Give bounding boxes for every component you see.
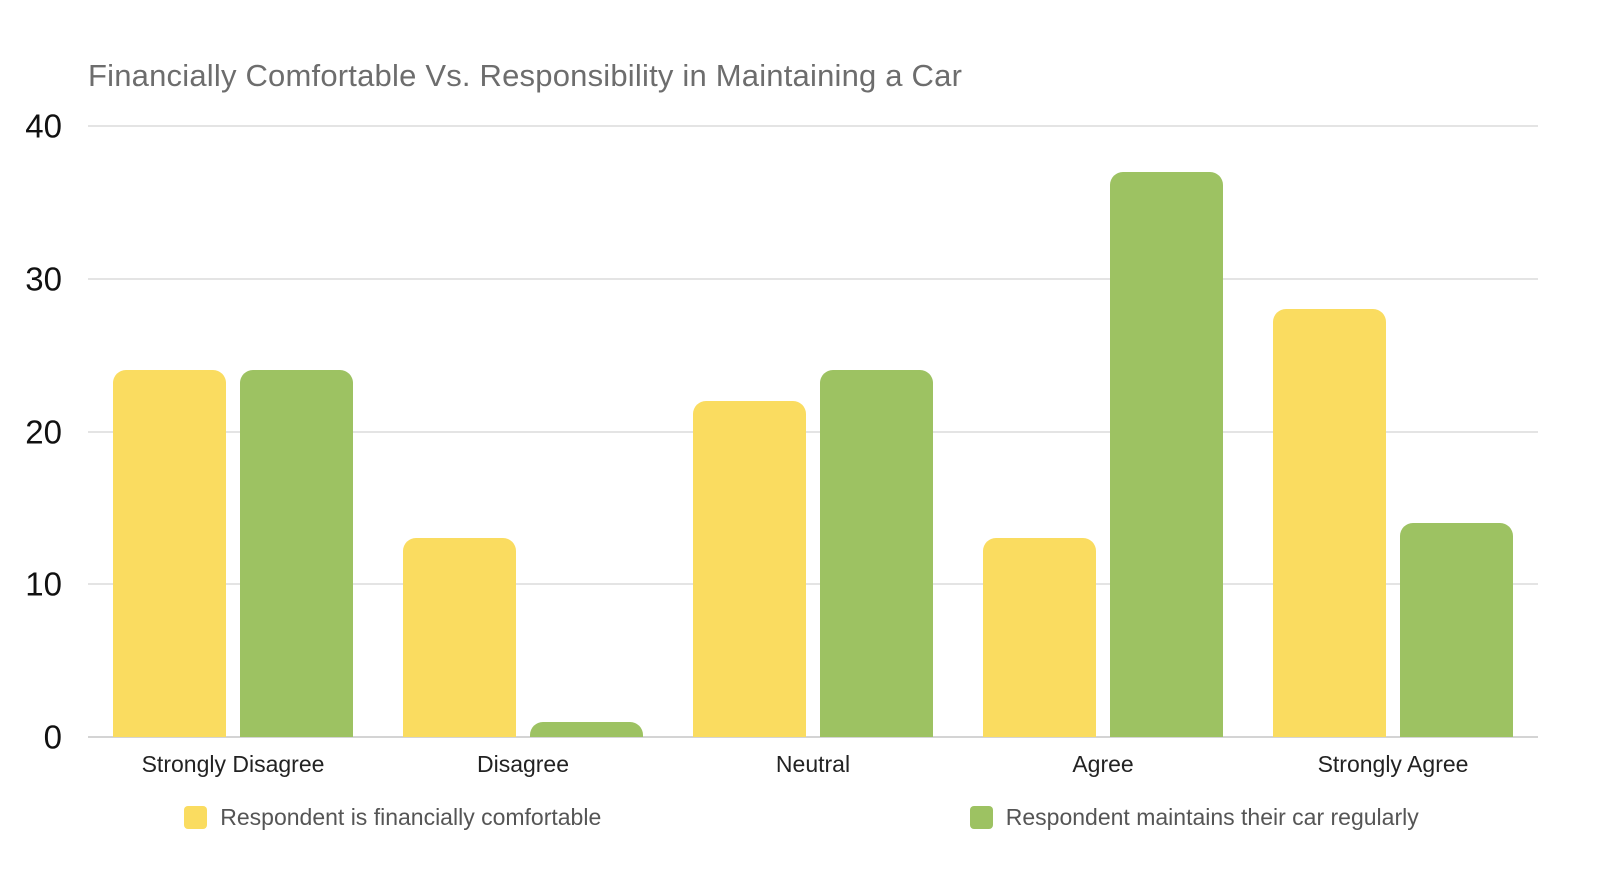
legend: Respondent is financially comfortable Res… xyxy=(0,804,1603,831)
legend-label-0: Respondent is financially comfortable xyxy=(220,804,602,830)
y-tick-label-10: 10 xyxy=(25,565,62,603)
legend-item-1: Respondent maintains their car regularly xyxy=(969,804,1419,831)
y-tick-label-20: 20 xyxy=(25,413,62,450)
y-tick-label-30: 30 xyxy=(25,260,62,298)
legend-swatch-icon xyxy=(969,806,993,829)
bar-series0-3 xyxy=(983,538,1096,737)
grid-line-30 xyxy=(88,277,1538,280)
legend-label-1: Respondent maintains their car regularly xyxy=(1005,804,1419,830)
x-axis-label-1: Disagree xyxy=(476,751,570,777)
bar-series0-0 xyxy=(113,370,226,737)
bar-group-0 xyxy=(88,126,378,737)
bar-group-4 xyxy=(1248,126,1538,737)
bar-series1-3 xyxy=(1110,171,1223,737)
bar-group-2 xyxy=(668,126,958,737)
bars-layer xyxy=(88,126,1538,737)
x-axis-labels: Strongly Disagree Disagree Neutral Agree Str… xyxy=(88,751,1538,778)
plot-area: 0 10 20 30 40 xyxy=(25,110,1538,754)
grid-line-10 xyxy=(88,583,1538,586)
bar-series1-2 xyxy=(820,370,933,737)
y-tick-label-0: 0 xyxy=(43,718,62,756)
grid-line-20 xyxy=(88,430,1538,433)
x-axis-label-2: Neutral xyxy=(775,751,851,777)
bar-group-3 xyxy=(958,126,1248,737)
bar-series0-2 xyxy=(693,400,806,737)
legend-swatch-icon xyxy=(184,806,208,829)
bar-series1-0 xyxy=(240,370,353,737)
bar-series0-1 xyxy=(403,538,516,737)
bar-series0-4 xyxy=(1273,309,1386,737)
x-axis-label-3: Agree xyxy=(1072,751,1134,777)
grid-line-40 xyxy=(88,125,1538,127)
grid-line-0 xyxy=(88,736,1538,738)
y-tick-label-40: 40 xyxy=(25,107,62,145)
bar-series1-4 xyxy=(1400,523,1513,737)
chart-title: Financially Comfortable Vs. Responsibili… xyxy=(88,58,963,93)
legend-item-0: Respondent is financially comfortable xyxy=(184,804,601,831)
bar-group-1 xyxy=(378,126,668,737)
bar-series1-1 xyxy=(530,721,643,737)
x-axis-label-0: Strongly Disagree xyxy=(141,751,325,777)
x-axis-label-4: Strongly Agree xyxy=(1317,751,1469,777)
